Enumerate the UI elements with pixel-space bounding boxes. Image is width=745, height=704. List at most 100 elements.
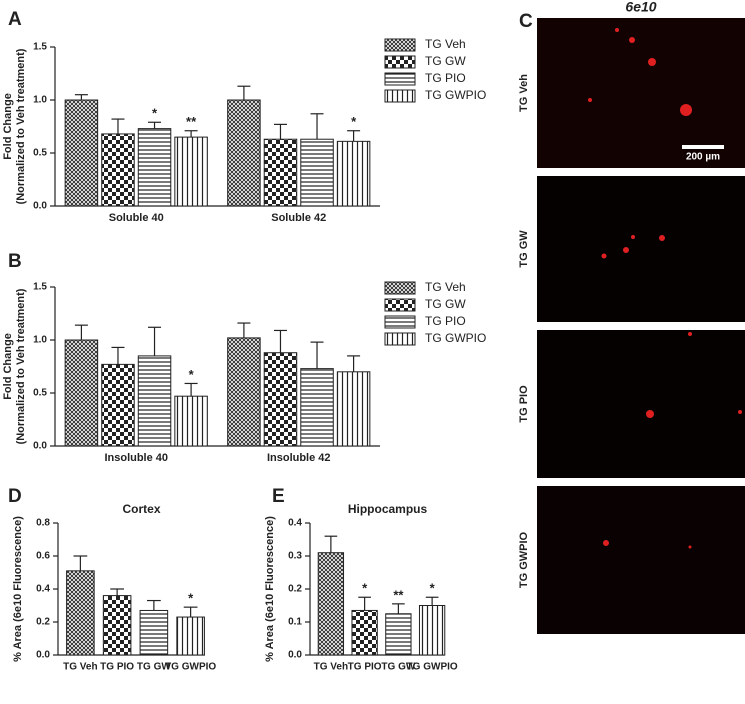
significance: * [152, 106, 158, 121]
panel-label: D [8, 486, 22, 507]
legend-label: TG PIO [425, 71, 466, 85]
bar [227, 99, 261, 207]
legend-label: TG PIO [425, 314, 466, 328]
bar [418, 605, 446, 656]
x-tick-label: TG Veh [63, 662, 97, 673]
significance: * [189, 367, 195, 382]
bar [300, 368, 334, 447]
y-axis-label: (Normalized to Veh treatment) [15, 288, 27, 444]
micrograph [537, 486, 745, 634]
legend-swatch [384, 89, 416, 103]
y-tick-label: 0.0 [33, 201, 47, 212]
y-axis-label: % Area (6e10 Fluorescence) [264, 516, 276, 662]
legend-swatch [384, 281, 416, 295]
chart-title: Hippocampus [348, 502, 428, 516]
legend-label: TG GW [425, 297, 466, 311]
row-label: TG Veh [518, 74, 530, 112]
row-label: TG PIO [518, 385, 530, 423]
y-axis-label: Fold Change [2, 333, 14, 400]
micrographs: 200 µm C 6e10 [519, 0, 745, 634]
panel-label: B [8, 251, 22, 272]
panel-label: A [8, 9, 22, 30]
bar [101, 133, 135, 207]
y-tick-label: 0.8 [36, 518, 50, 529]
x-tick-label: TG PIO [348, 662, 382, 673]
scale-bar [682, 145, 724, 149]
bar [176, 616, 205, 656]
bar [66, 570, 95, 656]
legend-label: TG GWPIO [425, 331, 486, 345]
y-tick-label: 0.6 [36, 551, 50, 562]
significance: ** [186, 114, 197, 129]
bar [317, 552, 345, 656]
legend-label: TG GWPIO [425, 88, 486, 102]
legend-swatch [384, 315, 416, 329]
panel-title: 6e10 [625, 0, 656, 15]
y-tick-label: 0.0 [36, 650, 50, 661]
y-tick-label: 0.2 [288, 584, 302, 595]
y-tick-label: 0.1 [288, 617, 302, 628]
bar [300, 138, 334, 207]
significance: ** [393, 587, 404, 602]
bar [227, 337, 261, 447]
y-tick-label: 1.5 [33, 282, 47, 293]
bar [64, 99, 99, 207]
x-tick-label: TG PIO [100, 662, 134, 673]
bar [263, 352, 298, 447]
x-tick-label: Insoluble 42 [267, 452, 331, 464]
x-tick-label: Insoluble 40 [104, 452, 168, 464]
x-tick-label: TG Veh [314, 662, 348, 673]
x-tick-label: TG GW [137, 662, 171, 673]
legend-label: TG Veh [425, 280, 466, 294]
bar [64, 339, 99, 447]
panel-label: C [519, 11, 533, 32]
y-tick-label: 0.2 [36, 617, 50, 628]
y-tick-label: 0.0 [288, 650, 302, 661]
significance: * [362, 581, 368, 596]
bar [336, 371, 371, 447]
y-tick-label: 0.5 [33, 148, 47, 159]
panel-label: E [272, 486, 285, 507]
significance: * [188, 591, 194, 606]
y-tick-label: 0.4 [288, 518, 302, 529]
row-label: TG GW [518, 230, 530, 268]
y-tick-label: 1.5 [33, 42, 47, 53]
bar [336, 140, 371, 207]
y-axis-label: (Normalized to Veh treatment) [15, 48, 27, 204]
bar [174, 395, 208, 447]
y-axis-label: % Area (6e10 Fluorescence) [12, 516, 24, 662]
bar [137, 355, 172, 447]
x-tick-label: TG GWPIO [165, 662, 216, 673]
significance: * [351, 114, 357, 129]
y-tick-label: 0.4 [36, 584, 50, 595]
row-label: TG GWPIO [518, 531, 530, 588]
bar [102, 595, 132, 656]
bar [137, 128, 172, 207]
micrograph [537, 330, 745, 478]
x-tick-label: TG GW [381, 662, 415, 673]
y-tick-label: 0.5 [33, 388, 47, 399]
scale-bar-label: 200 µm [686, 152, 720, 163]
significance: * [430, 581, 436, 596]
plaques [588, 28, 742, 549]
y-tick-label: 0.0 [33, 441, 47, 452]
legend-swatch [384, 298, 416, 312]
y-tick-label: 1.0 [33, 335, 47, 346]
bar [385, 613, 412, 656]
legend-label: TG Veh [425, 37, 466, 51]
bar [263, 138, 298, 207]
legend-label: TG GW [425, 54, 466, 68]
micrograph [537, 176, 745, 322]
legend-swatch [384, 38, 416, 52]
x-tick-label: Soluble 40 [109, 212, 164, 224]
bar [101, 363, 135, 447]
micrograph [537, 18, 745, 168]
legend-swatch [384, 55, 416, 69]
y-tick-label: 0.3 [288, 551, 302, 562]
bar [351, 609, 378, 656]
legend-swatch [384, 332, 416, 346]
chart-title: Cortex [122, 502, 160, 516]
legend-swatch [384, 72, 416, 86]
